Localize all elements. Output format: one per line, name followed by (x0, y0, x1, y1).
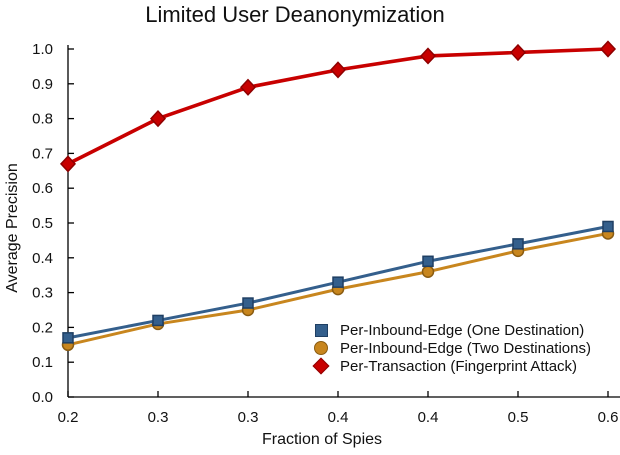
y-tick-label: 1.0 (32, 41, 53, 58)
x-tick-label: 0.4 (418, 409, 439, 426)
legend-label: Per-Transaction (Fingerprint Attack) (340, 357, 578, 375)
data-point-diamond (239, 78, 257, 96)
data-point-square (242, 297, 254, 309)
data-point-square (62, 332, 74, 344)
chart-title: Limited User Deanonymization (145, 2, 445, 27)
legend-item-two-destinations: Per-Inbound-Edge (Two Destinations) (306, 339, 591, 357)
circle-marker-icon (314, 341, 328, 355)
x-tick-label: 0.5 (508, 409, 529, 426)
legend: Per-Inbound-Edge (One Destination) Per-I… (306, 321, 591, 375)
data-point-diamond (509, 43, 527, 62)
y-tick-label: 0.8 (32, 111, 53, 128)
y-tick-label: 0.9 (32, 76, 53, 93)
legend-label: Per-Inbound-Edge (One Destination) (340, 321, 585, 339)
x-tick-label: 0.6 (598, 409, 619, 426)
legend-marker-cell (306, 357, 336, 375)
data-point-diamond (599, 40, 617, 58)
x-axis-label: Fraction of Spies (261, 431, 383, 448)
legend-item-one-destination: Per-Inbound-Edge (One Destination) (306, 321, 591, 339)
data-point-diamond (149, 110, 167, 128)
square-marker-icon (314, 323, 328, 337)
x-tick-label: 0.4 (328, 409, 349, 426)
y-tick-label: 0.6 (32, 180, 53, 197)
data-point-circle (421, 265, 435, 278)
y-tick-label: 0.2 (32, 319, 53, 336)
y-tick-label: 0.4 (32, 250, 53, 267)
x-tick-label: 0.3 (148, 409, 169, 426)
legend-item-fingerprint-attack: Per-Transaction (Fingerprint Attack) (306, 357, 591, 375)
x-tick-label: 0.3 (238, 409, 259, 426)
y-axis-label: Average Precision (4, 163, 21, 293)
data-point-square (152, 314, 164, 327)
x-tick-label: 0.2 (58, 409, 79, 426)
y-tick-label: 0.1 (32, 354, 53, 371)
legend-marker-cell (306, 341, 336, 355)
y-tick-label: 0.0 (32, 389, 53, 406)
diamond-marker-icon (312, 357, 330, 375)
y-tick-label: 0.7 (32, 145, 53, 162)
data-point-square (332, 276, 344, 288)
y-tick-label: 0.3 (32, 285, 53, 302)
data-point-square (602, 220, 614, 233)
data-point-diamond (59, 155, 77, 173)
legend-marker-cell (306, 323, 336, 337)
data-point-square (422, 255, 434, 268)
y-tick-label: 0.5 (32, 215, 53, 232)
data-point-square (512, 238, 524, 250)
data-point-diamond (419, 47, 437, 65)
data-point-diamond (329, 61, 347, 79)
legend-label: Per-Inbound-Edge (Two Destinations) (340, 339, 591, 357)
